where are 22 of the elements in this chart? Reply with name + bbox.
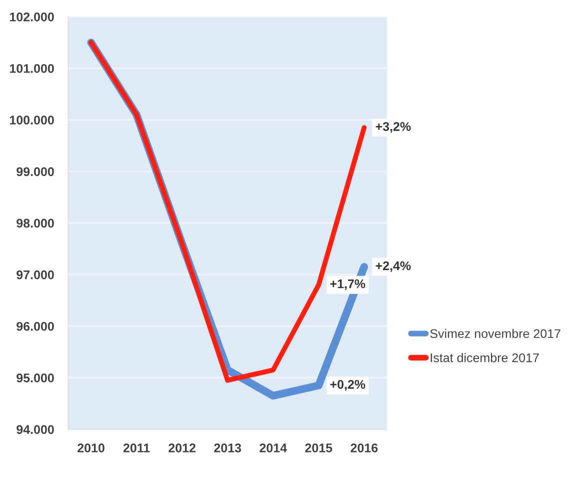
y-tick-label: 94.000: [16, 425, 54, 434]
y-tick-label: 96.000: [16, 322, 54, 331]
x-tick-label: 2015: [305, 444, 332, 452]
annotation: +0,2%: [330, 380, 366, 391]
y-tick-label: 101.000: [10, 64, 54, 73]
y-tick-label: 100.000: [10, 116, 54, 124]
y-tick-label: 97.000: [16, 270, 54, 280]
x-tick-label: 2014: [260, 444, 287, 452]
y-tick-label: 99.000: [16, 167, 54, 176]
annotation: +2,4%: [376, 261, 411, 272]
y-tick-label: 95.000: [16, 374, 54, 382]
x-tick-label: 2012: [168, 444, 196, 452]
annotation: +3,2%: [376, 122, 411, 133]
x-tick-label: 2013: [214, 444, 242, 452]
x-tick-label: 2010: [78, 444, 104, 452]
x-tick-label: 2011: [123, 444, 150, 452]
y-tick-label: 98.000: [16, 218, 54, 228]
legend-label: Svimez novembre 2017: [430, 328, 560, 338]
annotation: +1,7%: [330, 279, 366, 290]
x-tick-label: 2016: [350, 444, 378, 452]
y-tick-label: 102.000: [10, 12, 54, 22]
legend-label: Istat dicembre 2017: [430, 353, 539, 362]
